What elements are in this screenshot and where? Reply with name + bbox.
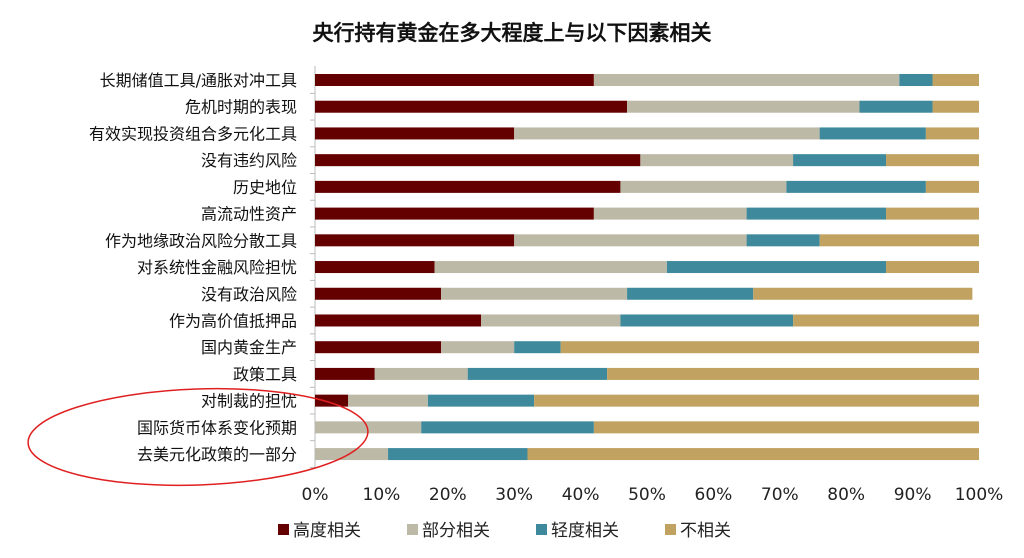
legend-label: 部分相关 <box>422 521 490 541</box>
x-tick-label: 20% <box>429 485 467 505</box>
bar-segment-2 <box>421 421 594 434</box>
bar-segment-3 <box>932 100 979 113</box>
bar-segment-3 <box>886 261 979 274</box>
bar-segment-0 <box>315 154 641 167</box>
category-label: 长期储值工具/通胀对冲工具 <box>100 71 297 90</box>
bar-segment-2 <box>786 180 926 193</box>
bar-segment-3 <box>534 394 979 407</box>
bar-segment-3 <box>593 421 979 434</box>
x-tick-label: 0% <box>302 485 329 505</box>
x-tick-label: 30% <box>495 485 533 505</box>
bar-segment-0 <box>315 341 442 354</box>
bar-segment-1 <box>441 341 515 354</box>
category-label: 国内黄金生产 <box>201 338 297 357</box>
bar-segment-1 <box>315 448 389 461</box>
bar-segment-1 <box>374 367 468 380</box>
bar-segment-1 <box>434 261 667 274</box>
chart-title: 央行持有黄金在多大程度上与以下因素相关 <box>313 21 712 45</box>
bar-segment-0 <box>315 261 435 274</box>
bar-segment-1 <box>640 154 794 167</box>
category-label: 对系统性金融风险担忧 <box>137 258 297 277</box>
bar-segment-1 <box>315 421 422 434</box>
legend-label: 轻度相关 <box>551 521 619 541</box>
bar-segment-2 <box>467 367 608 380</box>
x-tick-label: 50% <box>628 485 666 505</box>
bar-segment-0 <box>315 234 515 247</box>
bar-segment-2 <box>427 394 535 407</box>
category-label: 没有政治风险 <box>201 285 297 304</box>
category-label: 没有违约风险 <box>201 151 297 170</box>
bar-segment-1 <box>593 74 900 86</box>
bar-segment-0 <box>315 314 481 327</box>
bar-segment-0 <box>315 180 621 193</box>
bar-segment-0 <box>315 127 515 140</box>
highlight-ellipse <box>27 387 369 487</box>
bar-segment-2 <box>899 74 933 86</box>
bar-segment-3 <box>793 314 979 327</box>
x-tick-label: 80% <box>827 485 865 505</box>
bar-segment-3 <box>560 341 979 354</box>
category-label: 去美元化政策的一部分 <box>137 445 297 464</box>
bar-segment-3 <box>925 127 979 140</box>
bar-segment-3 <box>925 180 979 193</box>
bar-segment-3 <box>527 448 979 461</box>
bar-segment-3 <box>886 207 979 220</box>
bar-segment-1 <box>593 207 747 220</box>
bar-segment-0 <box>315 207 594 220</box>
legend-swatch <box>665 524 676 535</box>
bar-segment-0 <box>315 367 375 380</box>
bar-segment-2 <box>819 127 926 140</box>
bar-segment-3 <box>932 74 979 86</box>
bar-segment-2 <box>746 207 887 220</box>
x-tick-label: 90% <box>894 485 932 505</box>
bar-segment-0 <box>315 287 442 300</box>
bar-segment-1 <box>481 314 621 327</box>
x-tick-label: 60% <box>695 485 733 505</box>
x-tick-label: 70% <box>761 485 799 505</box>
category-label: 国际货币体系变化预期 <box>137 418 297 437</box>
bar-segment-1 <box>441 287 628 300</box>
category-label: 作为地缘政治风险分散工具 <box>105 231 297 250</box>
legend-label: 高度相关 <box>293 521 361 541</box>
bar-segment-1 <box>348 394 428 407</box>
x-tick-label: 40% <box>562 485 600 505</box>
legend-label: 不相关 <box>680 521 731 541</box>
bar-segment-3 <box>753 287 973 300</box>
bar-segment-2 <box>793 154 887 167</box>
x-tick-label: 100% <box>955 485 1004 505</box>
bar-segment-1 <box>514 234 747 247</box>
legend-swatch <box>407 524 418 535</box>
bar-segment-2 <box>627 287 754 300</box>
bar-segment-0 <box>315 394 349 407</box>
bar-segment-3 <box>819 234 979 247</box>
category-label: 有效实现投资组合多元化工具 <box>89 124 297 143</box>
bar-segment-0 <box>315 100 628 113</box>
legend-swatch <box>278 524 289 535</box>
bar-segment-2 <box>620 314 794 327</box>
bar-segment-1 <box>620 180 787 193</box>
bar-segment-3 <box>607 367 979 380</box>
category-label: 高流动性资产 <box>201 205 297 224</box>
legend-swatch <box>536 524 547 535</box>
category-label: 对制裁的担忧 <box>201 392 297 411</box>
category-label: 危机时期的表现 <box>185 98 297 117</box>
category-label: 历史地位 <box>233 178 297 197</box>
bar-segment-2 <box>746 234 820 247</box>
bar-segment-2 <box>859 100 933 113</box>
bar-segment-0 <box>315 74 594 86</box>
bar-segment-1 <box>627 100 860 113</box>
category-label: 政策工具 <box>233 365 297 384</box>
bar-segment-2 <box>388 448 528 461</box>
x-tick-label: 10% <box>363 485 401 505</box>
bar-segment-1 <box>514 127 820 140</box>
bar-segment-2 <box>666 261 887 274</box>
bar-segment-3 <box>886 154 979 167</box>
bar-segment-2 <box>514 341 561 354</box>
category-label: 作为高价值抵押品 <box>169 311 297 330</box>
